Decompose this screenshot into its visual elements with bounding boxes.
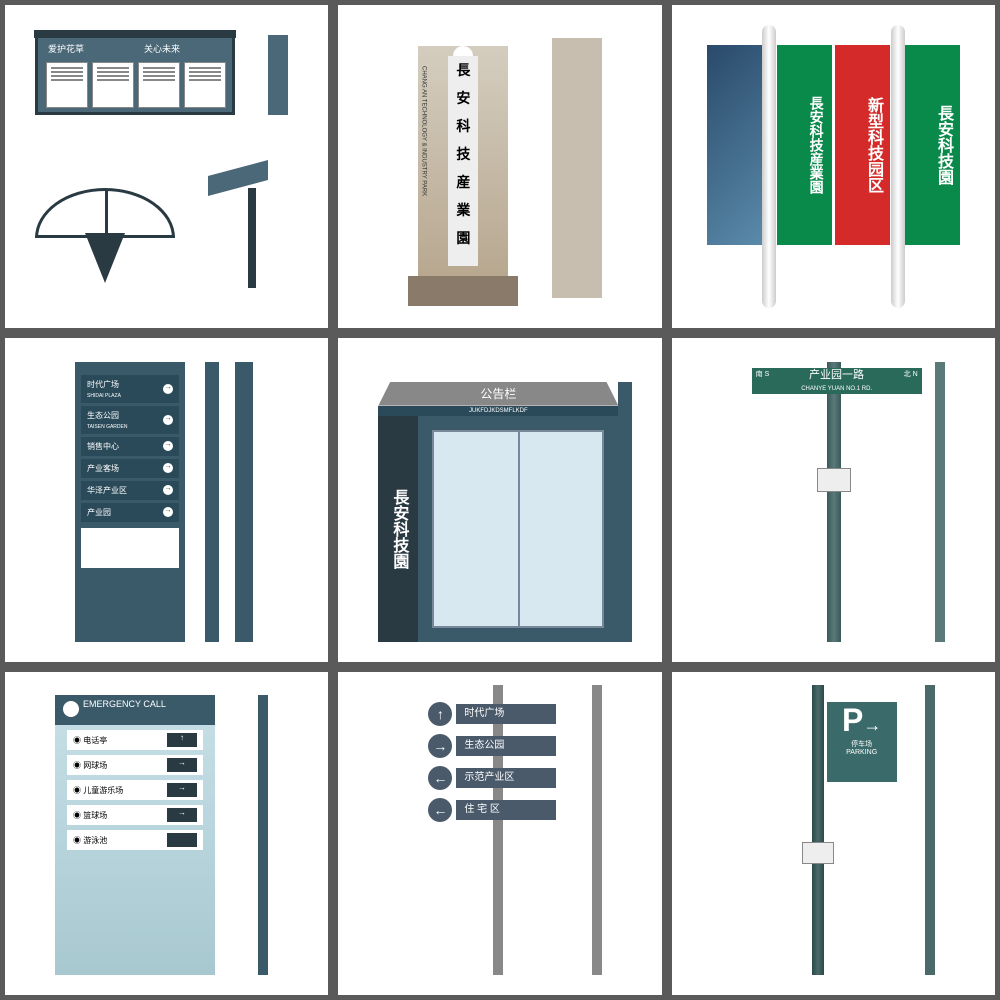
emergency-sign: EMERGENCY CALL ◉ 电话亭↑ ◉ 网球场→ ◉ 儿童游乐场→ ◉ 篮球场…: [55, 695, 215, 975]
emergency-item: ◉ 儿童游乐场→: [67, 780, 203, 800]
street-pole: [827, 362, 841, 642]
monument-name-strip: 長安科 技産業園: [448, 56, 478, 266]
cell-directory: 时代广场SHIDAI PLAZA→ 生态公园TAISEN GARDEN→ 销售中心→…: [5, 338, 328, 661]
directory-item: 华泽产业区→: [81, 481, 179, 500]
notice-subtitle: JUKFDJKDSMFLKDF: [378, 406, 618, 416]
monument-side-text: CHANG AN TECHNOLOGY & INDUSTRY PARK: [420, 66, 426, 196]
lectern-side: [208, 168, 268, 288]
cell-notice-board: 公告栏 JUKFDJKDSMFLKDF 長安科技園: [338, 338, 661, 661]
banner-pole-1: [762, 25, 776, 308]
bulletin-board: 爱护花草 关心未来: [35, 35, 235, 115]
cell-emergency: EMERGENCY CALL ◉ 电话亭↑ ◉ 网球场→ ◉ 儿童游乐场→ ◉ 篮球场…: [5, 672, 328, 995]
parking-side: [925, 685, 935, 975]
street-plaque: [817, 468, 851, 492]
cell-street-sign: 南 S 产业园一路 北 N CHANYE YUAN NO.1 RD.: [672, 338, 995, 661]
emergency-item: ◉ 篮球场→: [67, 805, 203, 825]
directory-item: 产业园→: [81, 503, 179, 522]
cell-wayfinding: ↑时代广场 →生态公园 ←示范产业区 ←住 宅 区: [338, 672, 661, 995]
directory-side-1: [205, 362, 219, 642]
banner-red: 新型科技园区: [835, 45, 890, 245]
cell-monument: CHANG AN TECHNOLOGY & INDUSTRY PARK 長安科 …: [338, 5, 661, 328]
wayfinding-pole: [493, 685, 503, 975]
cell-bulletin-lectern: 爱护花草 关心未来: [5, 5, 328, 328]
tab-1: 爱护花草: [48, 42, 84, 55]
wayfinding-item: ↑时代广场: [428, 702, 556, 726]
emergency-item: ◉ 网球场→: [67, 755, 203, 775]
logo-icon: [63, 701, 79, 717]
board-side-view: [268, 35, 288, 115]
directory-map: [81, 528, 179, 568]
notice-side: [618, 382, 632, 642]
banner-green-2: 長安科技園: [905, 45, 960, 245]
directory-item: 生态公园TAISEN GARDEN→: [81, 406, 179, 434]
notice-title: 公告栏: [378, 382, 618, 406]
street-side: [935, 362, 945, 642]
directory-side-2: [235, 362, 253, 642]
wayfinding-item: →生态公园: [428, 734, 556, 758]
notice-name: 長安科技園: [378, 416, 418, 642]
cell-parking: P→ 停车场 PARKING: [672, 672, 995, 995]
emergency-item: ◉ 电话亭↑: [67, 730, 203, 750]
parking-plaque: [802, 842, 834, 864]
banner-photo: [707, 45, 762, 245]
wayfinding-item: ←示范产业区: [428, 766, 556, 790]
tab-2: 关心未来: [144, 42, 180, 55]
emergency-title: EMERGENCY CALL: [55, 695, 215, 725]
wayfinding-item: ←住 宅 区: [428, 798, 556, 822]
cell-banners: 長安科技産業園 新型科技园区 長安科技園: [672, 5, 995, 328]
street-sign: 南 S 产业园一路 北 N CHANYE YUAN NO.1 RD.: [752, 368, 922, 394]
signage-grid: 爱护花草 关心未来 CHANG AN TECHNOLOGY & INDUSTRY…: [0, 0, 1000, 1000]
directory-item: 产业客场→: [81, 459, 179, 478]
monument-front: CHANG AN TECHNOLOGY & INDUSTRY PARK 長安科 …: [418, 38, 508, 298]
emergency-side: [258, 695, 268, 975]
emergency-item: ◉ 游泳池: [67, 830, 203, 850]
directory-pylon: 时代广场SHIDAI PLAZA→ 生态公园TAISEN GARDEN→ 销售中心→…: [75, 362, 185, 642]
notice-board: 公告栏 JUKFDJKDSMFLKDF 長安科技園: [378, 382, 618, 642]
directory-item: 销售中心→: [81, 437, 179, 456]
monument-side: [552, 38, 602, 298]
parking-sign: P→ 停车场 PARKING: [827, 702, 897, 782]
wayfinding-side: [592, 685, 602, 975]
banner-green-1: 長安科技産業園: [777, 45, 832, 245]
parking-pole: [812, 685, 824, 975]
directory-item: 时代广场SHIDAI PLAZA→: [81, 375, 179, 403]
banner-pole-2: [891, 25, 905, 308]
notice-window: [432, 430, 604, 628]
book-stand: [35, 188, 175, 288]
